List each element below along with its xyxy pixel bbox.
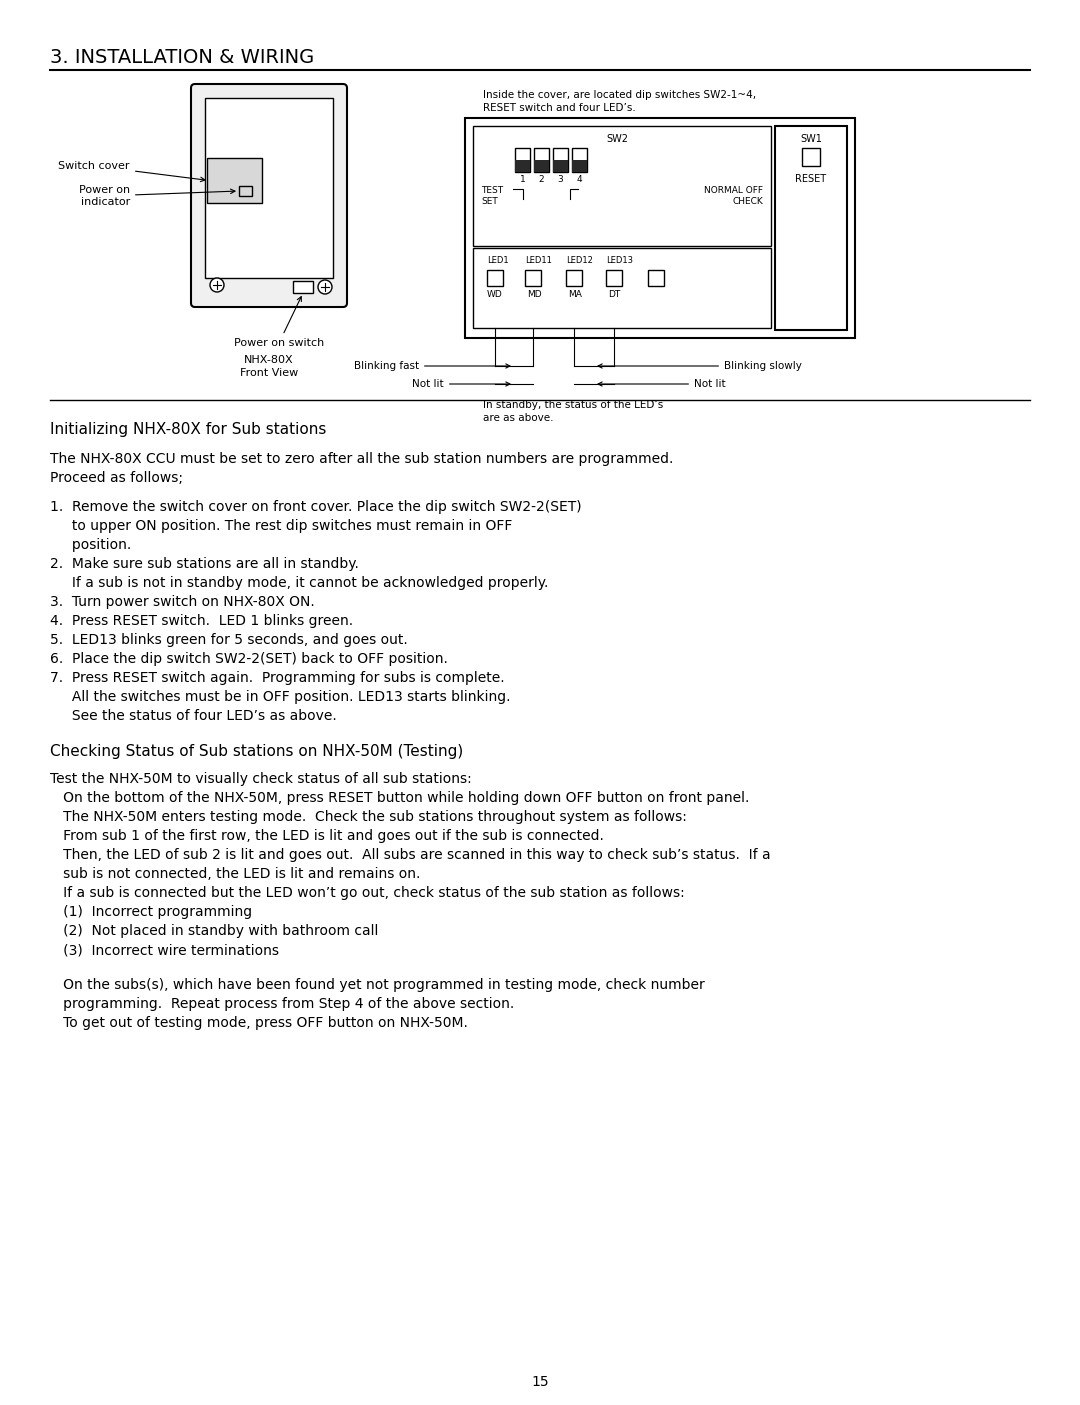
- Text: Power on switch: Power on switch: [234, 296, 324, 348]
- Text: Switch cover: Switch cover: [58, 162, 205, 181]
- Text: Then, the LED of sub 2 is lit and goes out.  All subs are scanned in this way to: Then, the LED of sub 2 is lit and goes o…: [50, 849, 771, 863]
- Text: TEST: TEST: [481, 185, 503, 195]
- Bar: [606, 270, 622, 287]
- Text: From sub 1 of the first row, the LED is lit and goes out if the sub is connected: From sub 1 of the first row, the LED is …: [50, 829, 604, 843]
- Text: 7.  Press RESET switch again.  Programming for subs is complete.: 7. Press RESET switch again. Programming…: [50, 672, 504, 686]
- Text: (1)  Incorrect programming: (1) Incorrect programming: [50, 905, 252, 919]
- Bar: [239, 185, 252, 197]
- Text: sub is not connected, the LED is lit and remains on.: sub is not connected, the LED is lit and…: [50, 867, 420, 881]
- Text: On the subs(s), which have been found yet not programmed in testing mode, check : On the subs(s), which have been found ye…: [50, 978, 705, 992]
- Text: RESET: RESET: [796, 174, 826, 184]
- Bar: [205, 98, 333, 278]
- Text: The NHX-80X CCU must be set to zero after all the sub station numbers are progra: The NHX-80X CCU must be set to zero afte…: [50, 452, 673, 466]
- Text: 5.  LED13 blinks green for 5 seconds, and goes out.: 5. LED13 blinks green for 5 seconds, and…: [50, 634, 408, 646]
- Text: LED11: LED11: [525, 256, 552, 266]
- Text: MA: MA: [568, 289, 582, 299]
- Text: MD: MD: [527, 289, 542, 299]
- Text: Checking Status of Sub stations on NHX-50M (Testing): Checking Status of Sub stations on NHX-5…: [50, 745, 463, 759]
- Text: Not lit: Not lit: [413, 379, 510, 389]
- Text: 2: 2: [539, 176, 544, 184]
- Text: Test the NHX-50M to visually check status of all sub stations:: Test the NHX-50M to visually check statu…: [50, 771, 472, 785]
- Text: 3. INSTALLATION & WIRING: 3. INSTALLATION & WIRING: [50, 48, 314, 67]
- Text: LED13: LED13: [606, 256, 633, 266]
- Text: On the bottom of the NHX-50M, press RESET button while holding down OFF button o: On the bottom of the NHX-50M, press RESE…: [50, 791, 750, 805]
- Bar: [525, 270, 541, 287]
- Text: CHECK: CHECK: [732, 197, 762, 207]
- Text: See the status of four LED’s as above.: See the status of four LED’s as above.: [50, 710, 337, 724]
- Bar: [802, 148, 820, 166]
- Text: SW1: SW1: [800, 133, 822, 143]
- Text: 3: 3: [557, 176, 564, 184]
- Text: Blinking slowly: Blinking slowly: [598, 361, 801, 371]
- Text: Proceed as follows;: Proceed as follows;: [50, 471, 183, 485]
- Text: Power on
indicator: Power on indicator: [79, 185, 235, 207]
- Bar: [515, 160, 530, 171]
- Text: (2)  Not placed in standby with bathroom call: (2) Not placed in standby with bathroom …: [50, 924, 378, 939]
- Bar: [473, 126, 771, 246]
- Text: To get out of testing mode, press OFF button on NHX-50M.: To get out of testing mode, press OFF bu…: [50, 1016, 468, 1030]
- Bar: [566, 270, 582, 287]
- Text: RESET switch and four LED’s.: RESET switch and four LED’s.: [483, 103, 636, 112]
- Text: 1: 1: [519, 176, 525, 184]
- Circle shape: [210, 278, 224, 292]
- Text: WD: WD: [487, 289, 503, 299]
- Text: 6.  Place the dip switch SW2-2(SET) back to OFF position.: 6. Place the dip switch SW2-2(SET) back …: [50, 652, 448, 666]
- Text: If a sub is not in standby mode, it cannot be acknowledged properly.: If a sub is not in standby mode, it cann…: [50, 576, 549, 590]
- Bar: [487, 270, 503, 287]
- Bar: [465, 118, 855, 339]
- Text: 15: 15: [531, 1375, 549, 1390]
- Bar: [553, 160, 568, 171]
- FancyBboxPatch shape: [191, 84, 347, 308]
- Bar: [293, 281, 313, 294]
- Bar: [473, 249, 771, 327]
- Text: 2.  Make sure sub stations are all in standby.: 2. Make sure sub stations are all in sta…: [50, 556, 359, 570]
- Text: Front View: Front View: [240, 368, 298, 378]
- Text: position.: position.: [50, 538, 132, 552]
- Text: LED1: LED1: [487, 256, 509, 266]
- Text: 4.  Press RESET switch.  LED 1 blinks green.: 4. Press RESET switch. LED 1 blinks gree…: [50, 614, 353, 628]
- Text: to upper ON position. The rest dip switches must remain in OFF: to upper ON position. The rest dip switc…: [50, 518, 512, 532]
- Text: 4: 4: [577, 176, 582, 184]
- Text: The NHX-50M enters testing mode.  Check the sub stations throughout system as fo: The NHX-50M enters testing mode. Check t…: [50, 811, 687, 823]
- Bar: [207, 157, 262, 202]
- Bar: [534, 148, 549, 171]
- Text: Not lit: Not lit: [598, 379, 726, 389]
- Text: SET: SET: [481, 197, 498, 207]
- Text: programming.  Repeat process from Step 4 of the above section.: programming. Repeat process from Step 4 …: [50, 998, 514, 1012]
- Bar: [648, 270, 664, 287]
- Text: (3)  Incorrect wire terminations: (3) Incorrect wire terminations: [50, 943, 279, 957]
- Text: NORMAL OFF: NORMAL OFF: [704, 185, 762, 195]
- Text: 1.  Remove the switch cover on front cover. Place the dip switch SW2-2(SET): 1. Remove the switch cover on front cove…: [50, 500, 582, 514]
- Text: Initializing NHX-80X for Sub stations: Initializing NHX-80X for Sub stations: [50, 422, 326, 437]
- Bar: [572, 160, 588, 171]
- Bar: [553, 148, 568, 171]
- Text: In standby, the status of the LED’s: In standby, the status of the LED’s: [483, 400, 663, 410]
- Text: All the switches must be in OFF position. LED13 starts blinking.: All the switches must be in OFF position…: [50, 690, 511, 704]
- Text: are as above.: are as above.: [483, 413, 554, 423]
- Bar: [572, 148, 588, 171]
- Text: Inside the cover, are located dip switches SW2-1~4,: Inside the cover, are located dip switch…: [483, 90, 756, 100]
- Text: LED12: LED12: [566, 256, 593, 266]
- Text: NHX-80X: NHX-80X: [244, 355, 294, 365]
- Circle shape: [318, 280, 332, 294]
- Bar: [515, 148, 530, 171]
- Bar: [534, 160, 549, 171]
- Text: SW2: SW2: [606, 133, 627, 143]
- Text: DT: DT: [608, 289, 620, 299]
- Text: If a sub is connected but the LED won’t go out, check status of the sub station : If a sub is connected but the LED won’t …: [50, 887, 685, 901]
- Bar: [775, 126, 847, 330]
- Text: 3.  Turn power switch on NHX-80X ON.: 3. Turn power switch on NHX-80X ON.: [50, 594, 314, 608]
- Text: Blinking fast: Blinking fast: [354, 361, 510, 371]
